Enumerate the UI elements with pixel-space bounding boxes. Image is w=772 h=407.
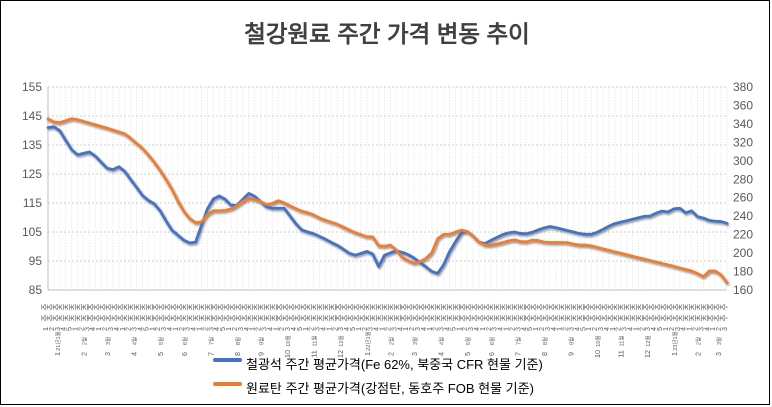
svg-text:320: 320 [733, 135, 753, 149]
svg-text:2월: 2월 [694, 337, 702, 345]
svg-text:4월: 4월 [438, 337, 446, 345]
svg-text:10월: 10월 [594, 335, 602, 346]
svg-text:160: 160 [733, 283, 753, 297]
svg-text:주: 주 [720, 303, 729, 310]
svg-text:6월: 6월 [181, 337, 189, 345]
svg-text:3: 3 [720, 327, 729, 331]
svg-text:10월: 10월 [284, 335, 292, 346]
svg-text:2월: 2월 [387, 337, 395, 345]
svg-text:280: 280 [733, 172, 753, 186]
svg-text:12월: 12월 [337, 335, 345, 346]
svg-text:2: 2 [693, 352, 702, 356]
svg-text:135: 135 [22, 138, 42, 152]
svg-text:7: 7 [206, 352, 215, 356]
svg-text:360: 360 [733, 98, 753, 112]
svg-text:340: 340 [733, 117, 753, 131]
svg-text:3: 3 [714, 352, 723, 356]
svg-text:3월: 3월 [411, 337, 419, 345]
svg-text:8월: 8월 [234, 337, 242, 345]
svg-text:11월: 11월 [311, 336, 319, 347]
svg-text:3월: 3월 [104, 337, 112, 345]
svg-text:115: 115 [23, 196, 42, 210]
svg-text:105: 105 [22, 225, 42, 239]
svg-text:3: 3 [103, 352, 112, 356]
svg-text:6: 6 [180, 352, 189, 356]
svg-text:3월: 3월 [715, 337, 723, 345]
svg-text:4월: 4월 [131, 337, 139, 345]
svg-text:1: 1 [670, 352, 679, 356]
svg-text:4: 4 [130, 352, 139, 356]
svg-text:11월: 11월 [618, 336, 626, 347]
svg-text:22년1월: 22년1월 [364, 331, 372, 351]
svg-text:10: 10 [593, 350, 602, 358]
svg-text:9월: 9월 [258, 337, 266, 345]
svg-text:220: 220 [733, 228, 753, 242]
svg-text:8월: 8월 [541, 337, 549, 345]
svg-text:2월: 2월 [80, 337, 88, 345]
svg-text:380: 380 [733, 80, 753, 94]
svg-text:125: 125 [22, 167, 42, 181]
svg-text:85: 85 [29, 283, 43, 297]
svg-text:145: 145 [22, 109, 42, 123]
svg-text:2: 2 [79, 352, 88, 356]
svg-text:23년1월: 23년1월 [671, 331, 679, 351]
svg-text:5: 5 [156, 352, 165, 356]
svg-text:11: 11 [617, 350, 626, 357]
svg-text:6월: 6월 [488, 337, 496, 345]
svg-text:7월: 7월 [207, 337, 215, 345]
svg-text:21년1월: 21년1월 [54, 331, 62, 351]
svg-text:155: 155 [22, 80, 42, 94]
svg-text:5월: 5월 [157, 337, 165, 345]
svg-text:240: 240 [733, 209, 753, 223]
svg-text:95: 95 [29, 254, 43, 268]
svg-text:260: 260 [733, 191, 753, 205]
svg-text:주: 주 [720, 314, 729, 321]
svg-text:5월: 5월 [464, 337, 472, 345]
svg-text:9월: 9월 [567, 337, 575, 345]
svg-text:180: 180 [733, 265, 753, 279]
svg-text:12월: 12월 [644, 335, 652, 346]
svg-text:9: 9 [566, 352, 575, 356]
svg-text:7월: 7월 [514, 337, 522, 345]
svg-text:8: 8 [233, 352, 242, 356]
svg-text:200: 200 [733, 246, 753, 260]
svg-text:300: 300 [733, 154, 753, 168]
svg-text:12: 12 [643, 350, 652, 358]
svg-text:1: 1 [53, 352, 62, 356]
